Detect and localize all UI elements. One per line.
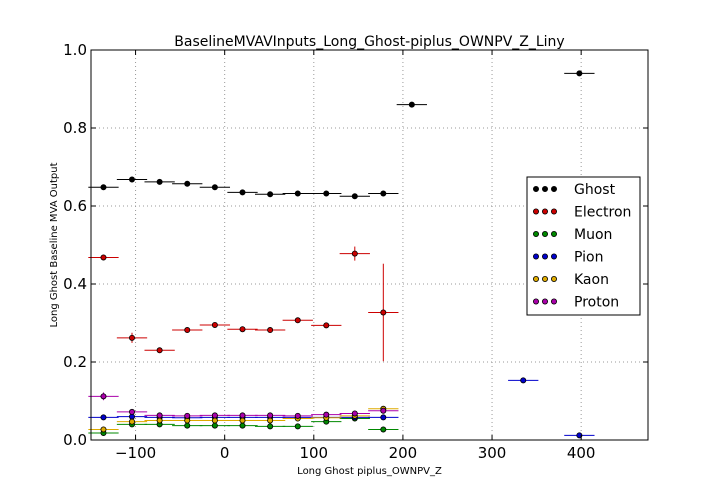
data-point-proton: [100, 393, 107, 400]
data-point-proton: [267, 412, 274, 419]
data-point-ghost: [156, 178, 163, 185]
data-point-electron: [267, 327, 274, 334]
y-tick-label: 0.0: [63, 431, 87, 449]
data-point-ghost: [380, 190, 387, 197]
data-point-proton: [184, 412, 191, 419]
y-tick-label: 0.6: [63, 197, 87, 215]
data-layer: [88, 70, 595, 439]
plot-frame: [90, 49, 649, 441]
x-tick-label: 100: [299, 444, 328, 462]
data-point-electron: [211, 321, 218, 328]
data-point-muon: [267, 423, 274, 430]
data-point-ghost: [239, 189, 246, 196]
data-point-ghost: [211, 184, 218, 191]
x-tick-label: 0: [220, 444, 230, 462]
legend-marker-pion: [551, 253, 558, 260]
data-point-electron: [239, 326, 246, 333]
x-tick-label: 200: [389, 444, 418, 462]
data-point-muon: [294, 423, 301, 430]
data-point-proton: [156, 412, 163, 419]
data-point-kaon: [156, 417, 163, 424]
legend-marker-electron: [551, 208, 558, 215]
y-tick-label: 0.8: [63, 119, 87, 137]
series-proton: [88, 392, 399, 419]
data-point-kaon: [211, 417, 218, 424]
legend-marker-electron: [542, 208, 549, 215]
data-point-electron: [380, 309, 387, 316]
legend-marker-muon: [542, 230, 549, 237]
legend-label-muon: Muon: [574, 227, 612, 243]
legend: Ghost Electron Muon Pion Kaon Proton: [526, 176, 641, 316]
series-electron: [88, 246, 399, 362]
legend-label-pion: Pion: [574, 250, 603, 266]
data-point-kaon: [239, 417, 246, 424]
data-point-ghost: [408, 101, 415, 108]
data-point-ghost: [323, 190, 330, 197]
legend-label-electron: Electron: [574, 205, 631, 221]
data-point-kaon: [267, 417, 274, 424]
legend-marker-proton: [551, 298, 558, 305]
x-tick-label: 400: [567, 444, 596, 462]
data-point-proton: [380, 407, 387, 414]
data-point-ghost: [351, 193, 358, 200]
y-tick-label: 0.2: [63, 353, 87, 371]
data-point-proton: [294, 412, 301, 419]
data-point-pion: [520, 377, 527, 384]
data-point-pion: [380, 414, 387, 421]
legend-marker-proton: [533, 298, 540, 305]
data-point-ghost: [100, 184, 107, 191]
x-tick-label: 300: [478, 444, 507, 462]
data-point-kaon: [128, 418, 135, 425]
y-axis-label: Long Ghost Baseline MVA Output: [49, 162, 60, 327]
legend-marker-pion: [533, 253, 540, 260]
data-point-ghost: [576, 70, 583, 77]
data-point-ghost: [267, 191, 274, 198]
data-point-ghost: [128, 176, 135, 183]
data-point-electron: [323, 322, 330, 329]
x-tick-label: −100: [115, 444, 156, 462]
legend-marker-pion: [542, 253, 549, 260]
legend-label-kaon: Kaon: [574, 272, 609, 288]
data-point-pion: [100, 414, 107, 421]
legend-marker-kaon: [533, 275, 540, 282]
legend-label-proton: Proton: [574, 295, 619, 311]
data-point-electron: [156, 347, 163, 354]
legend-marker-muon: [551, 230, 558, 237]
x-axis-label: Long Ghost piplus_OWNPV_Z: [297, 466, 442, 477]
axis-ticks: −100 0 100 200 300 400 0.0 0.2 0.4 0.6 0.8 1.0: [63, 41, 648, 462]
legend-marker-ghost: [551, 185, 558, 192]
data-point-proton: [323, 411, 330, 418]
series-ghost: [88, 70, 595, 200]
legend-marker-ghost: [533, 185, 540, 192]
data-point-kaon: [100, 426, 107, 433]
data-point-proton: [211, 412, 218, 419]
data-point-electron: [351, 250, 358, 257]
y-tick-label: 1.0: [63, 41, 87, 59]
legend-box: [526, 176, 641, 316]
data-point-muon: [380, 426, 387, 433]
data-point-muon: [184, 422, 191, 429]
legend-marker-ghost: [542, 185, 549, 192]
legend-marker-muon: [533, 230, 540, 237]
legend-marker-kaon: [542, 275, 549, 282]
data-point-electron: [294, 317, 301, 324]
data-point-proton: [351, 410, 358, 417]
data-point-electron: [128, 334, 135, 341]
data-point-electron: [184, 327, 191, 334]
legend-label-ghost: Ghost: [574, 182, 616, 198]
data-point-muon: [211, 422, 218, 429]
y-tick-label: 0.4: [63, 275, 87, 293]
data-point-muon: [239, 422, 246, 429]
data-point-proton: [239, 412, 246, 419]
data-point-ghost: [294, 190, 301, 197]
legend-marker-electron: [533, 208, 540, 215]
data-point-ghost: [184, 180, 191, 187]
legend-marker-kaon: [551, 275, 558, 282]
data-point-electron: [100, 254, 107, 261]
legend-marker-proton: [542, 298, 549, 305]
data-point-proton: [128, 408, 135, 415]
chart-title: BaselineMVAVInputs_Long_Ghost-piplus_OWN…: [174, 34, 564, 50]
